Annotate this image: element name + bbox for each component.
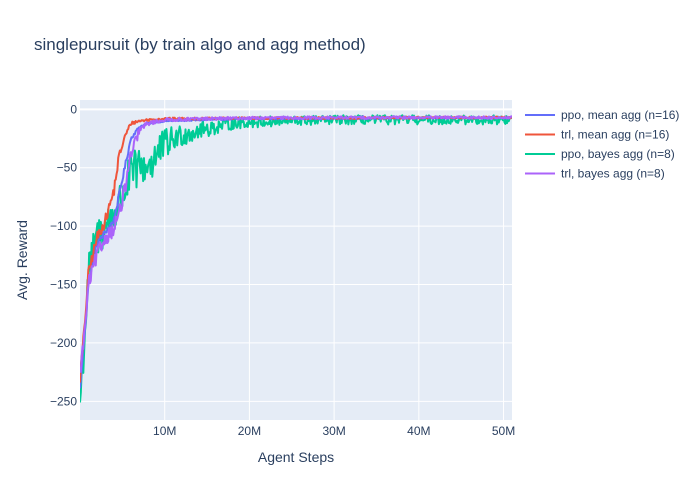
- series-lines: [80, 114, 512, 403]
- y-tick-label: −100: [50, 219, 77, 233]
- x-tick-label: 40M: [407, 424, 430, 438]
- y-tick-label: −150: [50, 278, 77, 292]
- y-tick-label: −200: [50, 336, 77, 350]
- legend-item[interactable]: ppo, mean agg (n=16): [525, 108, 679, 122]
- x-tick-label: 30M: [322, 424, 345, 438]
- legend-label: trl, bayes agg (n=8): [561, 167, 665, 181]
- chart-title: singlepursuit (by train algo and agg met…: [34, 35, 366, 54]
- legend-item[interactable]: trl, mean agg (n=16): [525, 128, 669, 142]
- x-axis-ticks: 10M 20M 30M 40M 50M: [153, 424, 515, 438]
- x-axis-title: Agent Steps: [258, 449, 334, 465]
- legend-label: ppo, mean agg (n=16): [561, 108, 679, 122]
- x-tick-label: 20M: [238, 424, 261, 438]
- y-tick-label: −50: [57, 161, 78, 175]
- y-axis-title: Avg. Reward: [14, 220, 30, 300]
- y-tick-label: 0: [70, 102, 77, 116]
- legend-item[interactable]: ppo, bayes agg (n=8): [525, 147, 675, 161]
- series-line: [80, 115, 512, 373]
- legend[interactable]: ppo, mean agg (n=16) trl, mean agg (n=16)…: [525, 108, 679, 181]
- y-axis-ticks: 0 −50 −100 −150 −200 −250: [50, 102, 77, 408]
- legend-label: ppo, bayes agg (n=8): [561, 147, 675, 161]
- legend-label: trl, mean agg (n=16): [561, 128, 669, 142]
- x-tick-label: 50M: [492, 424, 515, 438]
- y-tick-label: −250: [50, 394, 77, 408]
- x-tick-label: 10M: [153, 424, 176, 438]
- grid: [80, 100, 512, 420]
- legend-item[interactable]: trl, bayes agg (n=8): [525, 167, 665, 181]
- plot-area: [80, 100, 512, 420]
